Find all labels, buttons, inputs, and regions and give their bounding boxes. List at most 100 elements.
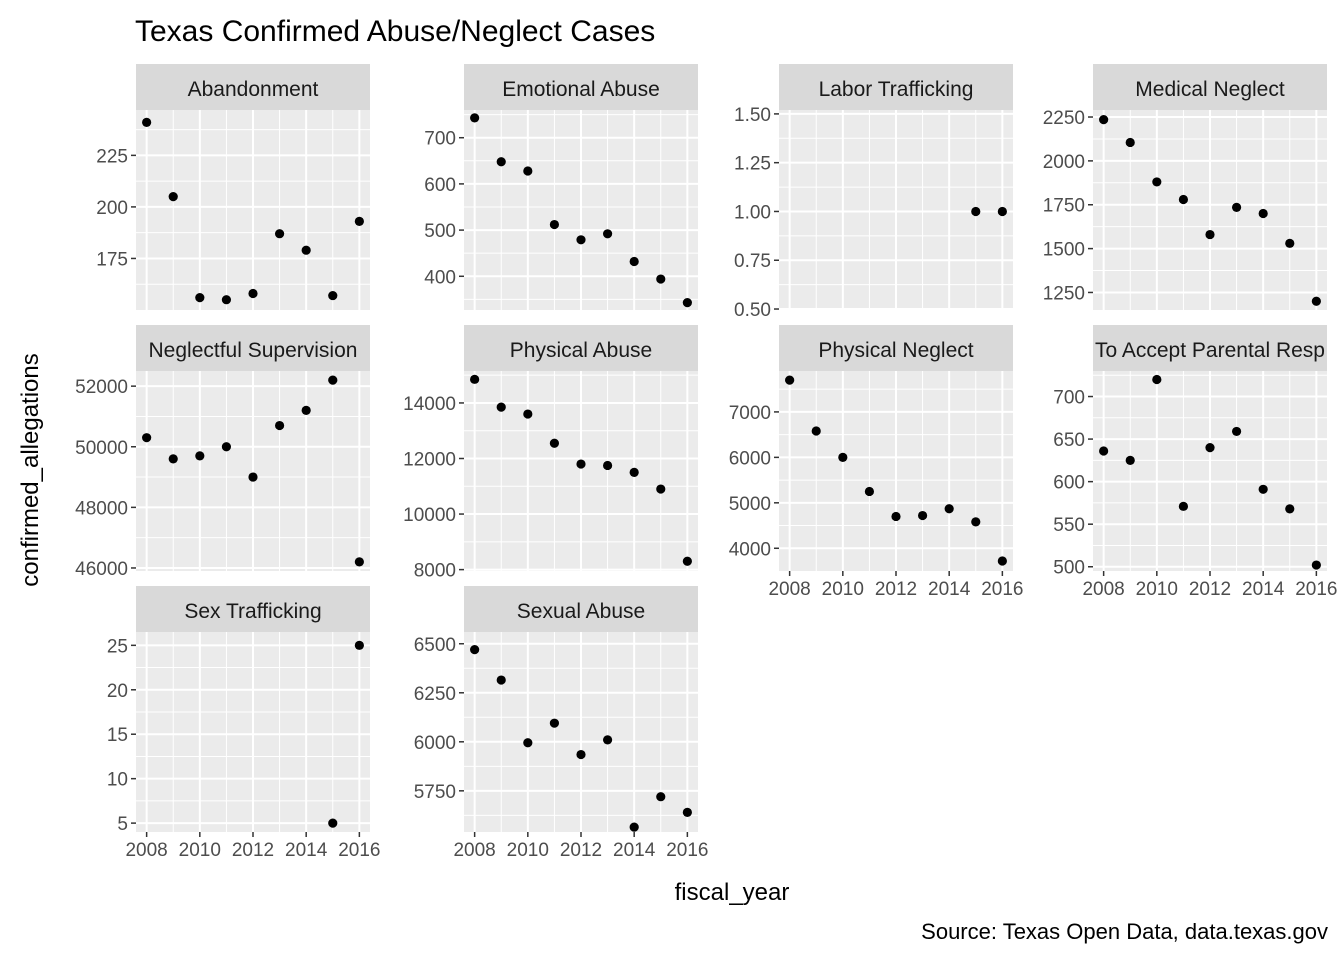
strip-background <box>1093 64 1327 110</box>
data-point <box>301 245 311 255</box>
data-point <box>523 738 533 748</box>
y-tick-label: 10000 <box>403 505 456 526</box>
data-point <box>221 295 232 305</box>
data-point <box>328 375 338 385</box>
y-tick-label: 14000 <box>403 394 456 415</box>
data-point <box>997 206 1007 217</box>
data-point <box>997 556 1007 566</box>
data-point <box>470 113 480 123</box>
y-tick-label: 5000 <box>729 494 771 515</box>
data-point <box>656 484 666 494</box>
strip-background <box>136 586 370 632</box>
x-tick-label: 2014 <box>1242 579 1285 600</box>
x-tick-label: 2016 <box>1295 579 1337 600</box>
data-point <box>682 298 692 308</box>
data-point <box>354 557 364 567</box>
x-tick-label: 2010 <box>822 579 864 600</box>
data-point <box>629 822 639 832</box>
data-point <box>917 510 928 521</box>
chart-title: Texas Confirmed Abuse/Neglect Cases <box>135 15 655 48</box>
y-tick-label: 1.50 <box>734 105 771 126</box>
data-point <box>811 426 821 436</box>
y-tick-label: 52000 <box>75 377 128 398</box>
data-point <box>328 290 338 301</box>
y-tick-label: 600 <box>424 175 456 196</box>
y-tick-label: 5750 <box>414 782 456 803</box>
data-point <box>549 718 560 728</box>
y-tick-label: 1250 <box>1043 283 1085 304</box>
x-tick-label: 2014 <box>928 579 971 600</box>
y-tick-label: 50000 <box>75 438 128 459</box>
x-tick-label: 2014 <box>285 840 328 861</box>
data-point <box>1285 238 1295 248</box>
x-tick-label: 2010 <box>507 840 549 861</box>
y-tick-label: 1750 <box>1043 196 1085 217</box>
strip-background <box>1093 325 1327 371</box>
y-tick-label: 6500 <box>414 635 456 656</box>
data-point <box>1311 560 1321 570</box>
data-point <box>1258 484 1268 494</box>
data-point <box>523 166 533 176</box>
data-point <box>1099 115 1109 125</box>
data-point <box>549 219 560 230</box>
strip-background <box>136 64 370 110</box>
data-point <box>891 511 901 522</box>
data-point <box>576 749 586 760</box>
y-tick-label: 0.50 <box>734 300 771 321</box>
y-tick-label: 6000 <box>729 448 771 469</box>
y-tick-label: 2000 <box>1043 152 1085 173</box>
panel-emotional-abuse: Emotional Abuse 400 500 600 700 <box>424 64 698 310</box>
strip-label: Physical Neglect <box>818 339 973 362</box>
data-point <box>496 675 506 685</box>
y-tick-label: 700 <box>424 129 456 150</box>
data-point <box>1285 504 1295 514</box>
data-point <box>274 420 285 431</box>
y-tick-label: 650 <box>1053 430 1085 451</box>
panel-physical-neglect: Physical Neglect 4000 5000 6000 7000 2008 2010… <box>729 325 1024 600</box>
data-point <box>576 235 586 245</box>
y-tick-label: 46000 <box>75 559 128 580</box>
data-point <box>142 117 152 127</box>
data-point <box>1311 296 1321 306</box>
panel-physical-abuse: Physical Abuse 8000 10000 12000 14000 <box>403 325 698 582</box>
y-tick-label: 25 <box>107 636 128 657</box>
y-tick-label: 225 <box>96 146 128 167</box>
y-tick-label: 15 <box>107 725 128 746</box>
x-tick-label: 2008 <box>1082 579 1124 600</box>
data-point <box>221 442 232 452</box>
y-tick-label: 500 <box>424 221 456 242</box>
data-point <box>656 792 666 802</box>
data-point <box>195 451 205 461</box>
x-tick-label: 2012 <box>875 579 917 600</box>
data-point <box>1205 229 1215 240</box>
x-tick-label: 2016 <box>981 579 1023 600</box>
y-tick-label: 7000 <box>729 403 771 424</box>
panel-abandonment: Abandonment 175 200 225 <box>96 64 370 310</box>
x-tick-label: 2014 <box>613 840 656 861</box>
data-point <box>1258 208 1268 219</box>
data-point <box>1205 442 1215 453</box>
data-point <box>838 452 848 462</box>
data-point <box>576 459 586 469</box>
data-point <box>1152 177 1162 187</box>
y-tick-label: 400 <box>424 267 456 288</box>
y-tick-label: 550 <box>1053 515 1085 536</box>
x-tick-label: 2012 <box>1189 579 1231 600</box>
y-tick-label: 6250 <box>414 684 456 705</box>
data-point <box>971 517 981 527</box>
data-point <box>602 229 613 239</box>
data-point <box>549 438 560 448</box>
data-point <box>354 640 364 650</box>
x-tick-label: 2010 <box>179 840 221 861</box>
data-point <box>1178 194 1189 205</box>
data-point <box>629 256 639 267</box>
strip-background <box>779 64 1013 110</box>
data-point <box>629 467 639 477</box>
x-axis-title: fiscal_year <box>675 879 790 906</box>
chart-caption: Source: Texas Open Data, data.texas.gov <box>921 919 1328 944</box>
y-tick-label: 20 <box>107 681 128 702</box>
y-tick-label: 600 <box>1053 473 1085 494</box>
data-point <box>944 504 954 514</box>
y-axis-title: confirmed_allegations <box>17 353 44 586</box>
